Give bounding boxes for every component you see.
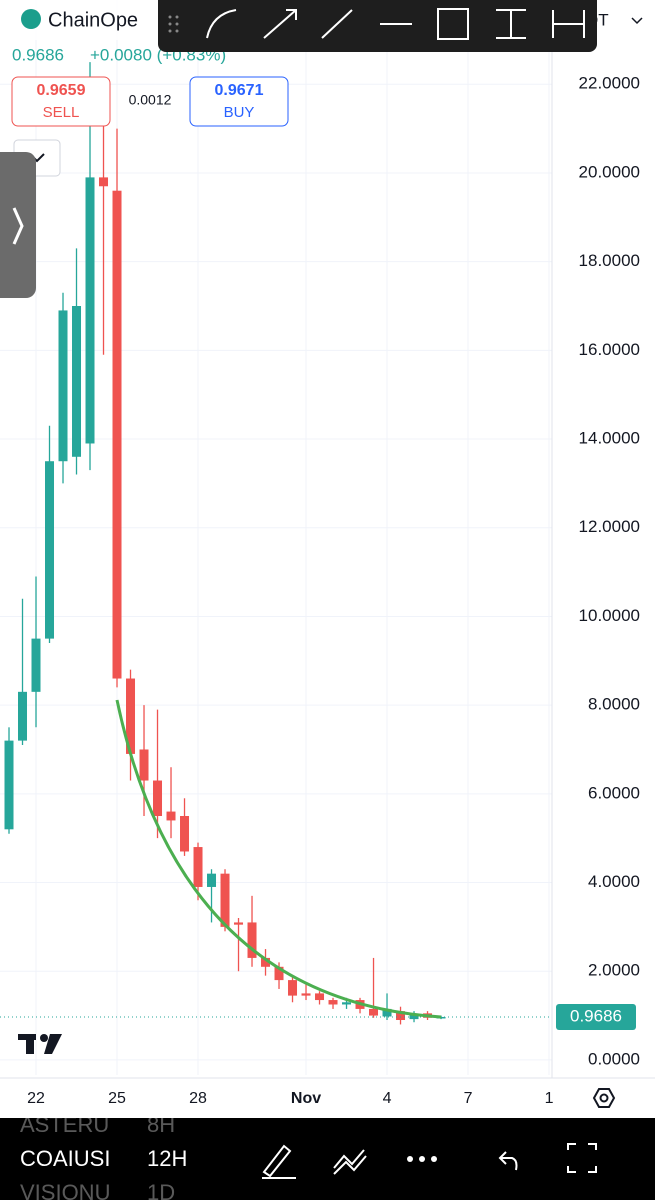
candle-body <box>112 190 122 679</box>
indicator-button[interactable] <box>333 1149 367 1175</box>
candle-body <box>274 966 284 981</box>
candle-body <box>261 957 271 967</box>
x-tick-label: 28 <box>189 1090 207 1107</box>
candle-body <box>126 678 136 754</box>
last-price-label: 0.9686 <box>570 1006 622 1025</box>
candle-body <box>4 740 14 830</box>
logo <box>18 1034 62 1054</box>
price: 0.9686 <box>12 45 64 64</box>
candle-body <box>18 691 28 741</box>
y-tick-label: 22.0000 <box>579 74 640 93</box>
candle-body <box>342 1002 352 1005</box>
undo-button[interactable] <box>498 1151 518 1171</box>
drawing-toolbar <box>158 0 597 52</box>
candle-body <box>153 780 163 817</box>
candle-body <box>247 922 257 958</box>
drawn-curve <box>115 699 442 1019</box>
tool-rect[interactable] <box>437 8 469 40</box>
candle-body <box>315 993 325 1001</box>
x-tick-label: 22 <box>27 1090 45 1107</box>
y-tick-label: 2.0000 <box>588 961 640 980</box>
x-tick-label: 1 <box>545 1090 554 1107</box>
candle-body <box>193 847 203 887</box>
x-tick-label: Nov <box>291 1090 321 1107</box>
candle-body <box>301 993 311 996</box>
candle-body <box>328 1000 338 1005</box>
candle-body <box>220 873 230 927</box>
buy-label: BUY <box>224 104 255 121</box>
spread: 0.0012 <box>129 92 172 108</box>
y-tick-label: 0.0000 <box>588 1049 640 1068</box>
candle-body <box>31 638 41 692</box>
tool-vmeasure[interactable] <box>496 9 526 39</box>
candle-body <box>436 1016 446 1019</box>
footer-interval: 1D <box>147 1180 175 1200</box>
settings-button[interactable] <box>592 1088 616 1108</box>
tool-arrow[interactable] <box>263 9 297 39</box>
candle-body <box>166 811 176 821</box>
candle-body <box>99 177 109 187</box>
candle-body <box>409 1014 419 1020</box>
quote-chevron <box>631 17 643 25</box>
y-tick-label: 20.0000 <box>579 162 640 181</box>
buy-price: 0.9671 <box>215 82 264 99</box>
footer-symbol: VISIONU <box>20 1180 110 1200</box>
y-tick-label: 18.0000 <box>579 251 640 270</box>
side-tab[interactable] <box>0 152 36 298</box>
x-tick-label: 7 <box>464 1090 473 1107</box>
candle-body <box>207 873 217 887</box>
candle-body <box>58 310 68 462</box>
y-tick-label: 10.0000 <box>579 606 640 625</box>
bottom-bar: ASTERU 8H COAIUSI 12H VISIONU 1D <box>0 1112 655 1200</box>
candle-body <box>382 1008 392 1017</box>
footer-symbol: COAIUSI <box>20 1146 110 1171</box>
fullscreen-button[interactable] <box>567 1143 597 1173</box>
tool-curve[interactable] <box>206 9 237 39</box>
symbol-logo <box>21 9 41 29</box>
candle-body <box>288 980 298 996</box>
y-tick-label: 14.0000 <box>579 429 640 448</box>
tool-line[interactable] <box>321 9 353 39</box>
candle-body <box>396 1011 406 1021</box>
candle-body <box>45 461 55 639</box>
x-tick-label: 25 <box>108 1090 126 1107</box>
bottom-icons <box>262 1143 597 1179</box>
buy-button[interactable]: 0.9671 BUY <box>189 76 289 127</box>
tool-hmeasure[interactable] <box>552 10 585 38</box>
candle-body <box>369 1008 379 1016</box>
pen-button[interactable] <box>262 1144 296 1179</box>
y-tick-label: 8.0000 <box>588 695 640 714</box>
x-tick-label: 4 <box>383 1090 392 1107</box>
axes: 0.0000 2.0000 4.0000 6.0000 8.0000 10.0000 12.… <box>27 74 640 1107</box>
candle-body <box>139 749 149 781</box>
plot <box>0 0 552 1075</box>
sell-label: SELL <box>43 104 80 121</box>
candle-body <box>180 816 190 852</box>
candle-body <box>85 177 95 444</box>
sell-price: 0.9659 <box>37 82 86 99</box>
candle-body <box>72 306 82 457</box>
y-tick-label: 12.0000 <box>579 517 640 536</box>
y-tick-label: 6.0000 <box>588 783 640 802</box>
sell-button[interactable]: 0.9659 SELL <box>11 76 111 127</box>
y-tick-label: 4.0000 <box>588 872 640 891</box>
candle-body <box>234 922 244 925</box>
last-price-tag <box>556 1003 636 1030</box>
footer-interval: 8H <box>147 1112 175 1137</box>
y-tick-label: 16.0000 <box>579 340 640 359</box>
footer-symbol: ASTERU <box>20 1112 109 1137</box>
symbol: ChainOpe <box>48 9 138 31</box>
footer-interval: 12H <box>147 1146 187 1171</box>
more-button[interactable] <box>407 1156 437 1162</box>
